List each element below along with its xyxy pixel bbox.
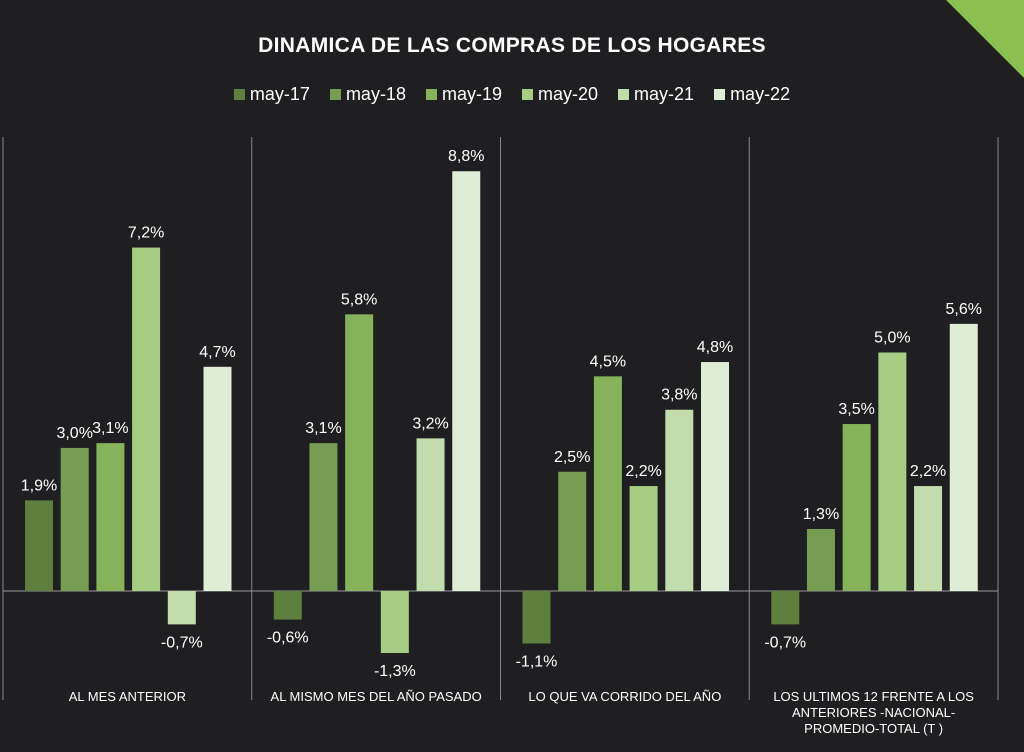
legend: may-17 may-18 may-19 may-20 may-21 may-22: [0, 84, 1024, 105]
category-label: AL MISMO MES DEL AÑO PASADO: [271, 689, 482, 704]
bar-may-21-cat3: [665, 409, 694, 591]
data-label: 2,5%: [554, 449, 590, 466]
data-label: 1,9%: [21, 477, 57, 494]
legend-swatch: [425, 89, 437, 100]
legend-swatch: [233, 89, 245, 100]
legend-item-may-18: may-18: [329, 84, 406, 105]
legend-item-may-20: may-20: [522, 84, 598, 105]
bar-may-17-cat1: [25, 500, 53, 591]
legend-item-may-21: may-21: [618, 84, 694, 105]
bar-may-21-cat4: [914, 486, 943, 591]
legend-swatch: [714, 89, 726, 100]
data-label: 3,2%: [412, 415, 448, 432]
corner-decoration: [946, 0, 1024, 78]
category-label: AL MES ANTERIOR: [69, 689, 186, 704]
bar-may-20-cat1: [132, 247, 161, 591]
data-label: -1,1%: [516, 653, 558, 670]
data-label: 3,5%: [838, 401, 874, 418]
data-label: 3,1%: [305, 420, 341, 437]
bar-may-17-cat3: [522, 591, 551, 644]
bar-may-19-cat4: [842, 424, 871, 591]
bar-may-19-cat2: [345, 314, 374, 591]
data-label: 3,1%: [92, 420, 128, 437]
bar-may-22-cat4: [949, 323, 978, 591]
data-label: 2,2%: [625, 463, 661, 480]
bar-may-20-cat3: [629, 486, 658, 591]
chart-title: DINAMICA DE LAS COMPRAS DE LOS HOGARES: [258, 34, 766, 57]
data-label: 8,8%: [448, 148, 484, 165]
bar-may-18-cat2: [309, 443, 338, 591]
category-label: LOS ULTIMOS 12 FRENTE A LOS: [773, 689, 974, 704]
bar-may-18-cat1: [60, 447, 89, 591]
data-label: -0,6%: [267, 630, 309, 647]
data-label: 3,8%: [661, 387, 697, 404]
legend-label: may-22: [730, 84, 791, 104]
legend-item-may-22: may-22: [714, 84, 790, 105]
data-label: 5,0%: [874, 330, 910, 347]
data-label: 5,6%: [946, 301, 982, 318]
bar-may-20-cat4: [878, 352, 907, 591]
bar-may-22-cat2: [452, 171, 481, 592]
bar-may-22-cat3: [701, 362, 729, 591]
bar-may-20-cat2: [380, 591, 409, 654]
data-label: -0,7%: [161, 634, 203, 651]
data-label: 7,2%: [128, 225, 164, 242]
bar-may-18-cat4: [806, 528, 835, 591]
bar-may-22-cat1: [203, 366, 232, 591]
data-label: 3,0%: [56, 425, 92, 442]
data-label: 5,8%: [341, 291, 377, 308]
legend-label: may-18: [345, 84, 406, 104]
legend-item-may-19: may-19: [425, 84, 502, 105]
bar-may-21-cat2: [416, 438, 445, 591]
data-label: 4,8%: [697, 339, 733, 356]
bar-may-21-cat1: [167, 591, 196, 625]
legend-label: may-19: [441, 84, 502, 104]
legend-label: may-17: [249, 84, 310, 104]
category-label: LO QUE VA CORRIDO DEL AÑO: [528, 689, 721, 704]
data-label: 1,3%: [803, 506, 839, 523]
data-label: 4,7%: [199, 344, 235, 361]
data-label: -1,3%: [374, 663, 416, 680]
bar-may-18-cat3: [558, 471, 587, 591]
data-label: -0,7%: [764, 634, 806, 651]
legend-label: may-21: [634, 84, 695, 104]
category-label: ANTERIORES -NACIONAL-: [792, 705, 955, 720]
bar-may-19-cat3: [593, 376, 622, 591]
legend-swatch: [522, 89, 533, 100]
legend-swatch: [329, 89, 341, 100]
legend-label: may-20: [538, 84, 599, 104]
category-label: PROMEDIO-TOTAL (T ): [804, 721, 943, 736]
legend-swatch: [618, 89, 630, 100]
data-label: 4,5%: [590, 353, 626, 370]
data-label: 2,2%: [910, 463, 946, 480]
bar-may-17-cat2: [273, 591, 302, 620]
legend-item-may-17: may-17: [233, 84, 310, 105]
bar-may-19-cat1: [96, 443, 125, 591]
bar-may-17-cat4: [771, 591, 800, 625]
